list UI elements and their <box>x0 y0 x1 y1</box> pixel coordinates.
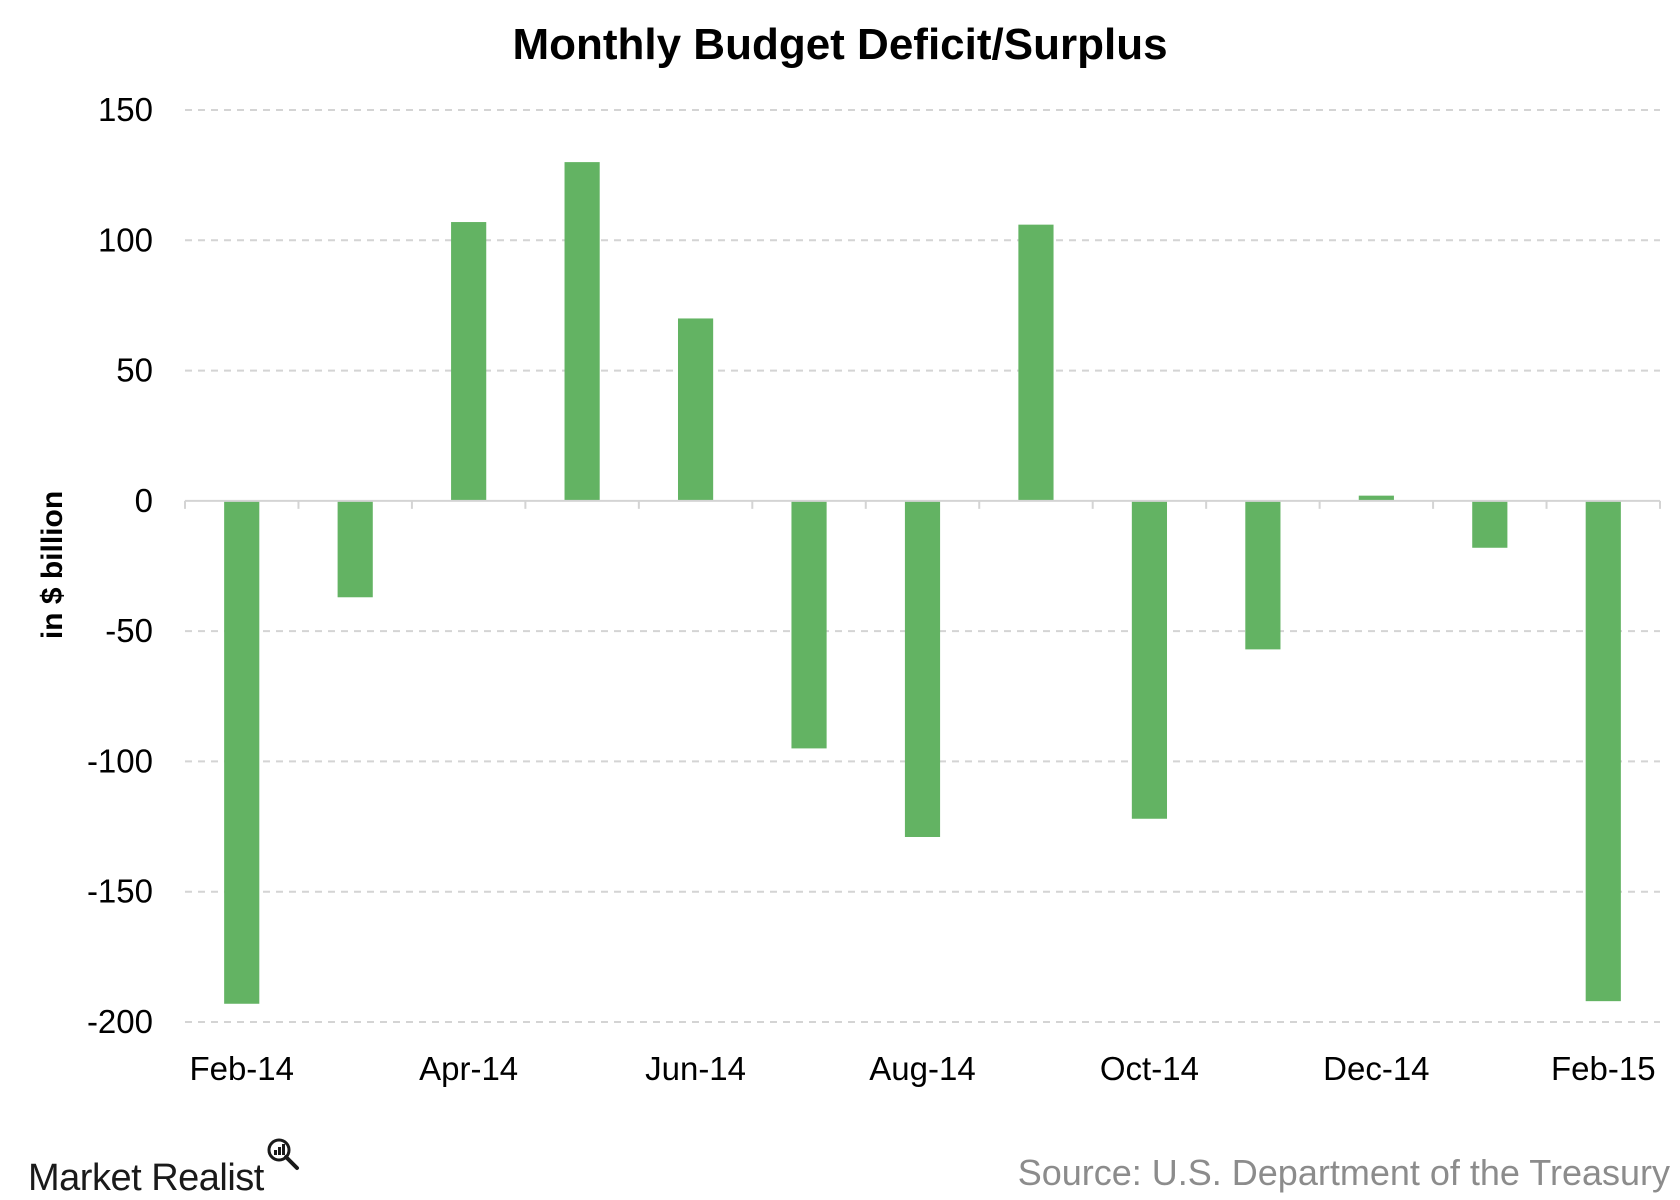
x-tick-label: Apr-14 <box>419 1050 518 1087</box>
y-axis-label: in $ billion <box>36 490 69 640</box>
bar <box>791 500 827 749</box>
x-tick-label: Aug-14 <box>869 1050 975 1087</box>
chart-title: Monthly Budget Deficit/Surplus <box>512 20 1168 69</box>
y-tick-label: -200 <box>87 1003 153 1040</box>
y-axis-ticks: 150 100 50 0 -50 -100 -150 -200 <box>87 91 153 1040</box>
bar <box>337 500 373 598</box>
y-tick-label: -100 <box>87 742 153 779</box>
bar-chart: 150 100 50 0 -50 -100 -150 -200 Feb-14 Apr-14 Jun… <box>87 91 1661 1087</box>
bar <box>1018 224 1054 501</box>
x-tick-label: Feb-14 <box>189 1050 294 1087</box>
y-tick-label: 150 <box>98 91 153 128</box>
bar <box>1585 500 1621 1002</box>
bar <box>904 500 941 837</box>
bar <box>677 318 714 501</box>
bar <box>1358 495 1394 501</box>
bar <box>1131 500 1168 819</box>
bars <box>224 162 1621 1004</box>
y-tick-label: 50 <box>116 352 153 389</box>
bar <box>451 222 487 501</box>
x-tick-label: Feb-15 <box>1551 1050 1656 1087</box>
y-tick-label: -50 <box>105 612 153 649</box>
x-axis <box>184 499 1661 509</box>
x-tick-label: Jun-14 <box>645 1050 746 1087</box>
source-note: Source: U.S. Department of the Treasury <box>1017 1152 1670 1193</box>
x-axis-ticks: Feb-14 Apr-14 Jun-14 Aug-14 Oct-14 Dec-14 Feb-… <box>189 1050 1655 1087</box>
brand-name: Market Realist <box>28 1157 264 1199</box>
x-tick-label: Oct-14 <box>1100 1050 1199 1087</box>
bar <box>224 500 260 1004</box>
x-tick-label: Dec-14 <box>1323 1050 1429 1087</box>
bar <box>564 162 600 501</box>
bar <box>1245 500 1281 650</box>
brand-logo: Market Realist <box>28 1137 300 1200</box>
bar <box>1472 500 1508 548</box>
y-tick-label: 100 <box>98 221 153 258</box>
y-tick-label: 0 <box>135 482 153 519</box>
y-tick-label: -150 <box>87 873 153 910</box>
magnifier-chart-icon <box>266 1137 300 1176</box>
